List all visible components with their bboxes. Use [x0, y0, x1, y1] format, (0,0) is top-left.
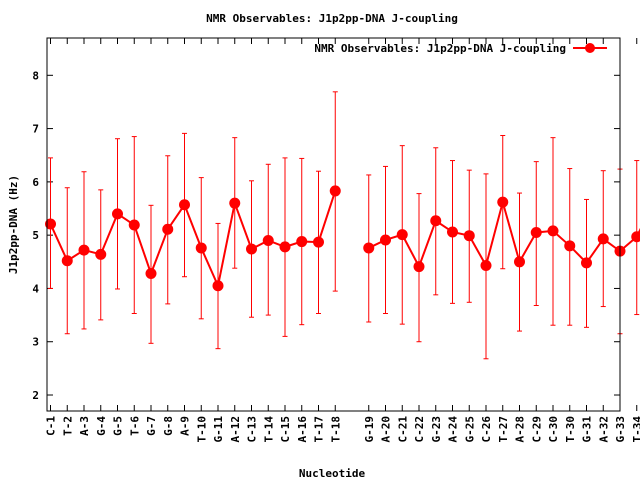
x-tick-label: C-29 [530, 416, 543, 443]
x-tick-label: A-3 [78, 416, 91, 436]
x-tick-label: T-10 [195, 416, 208, 443]
data-point [78, 244, 90, 256]
data-point [430, 215, 442, 227]
x-tick-label: A-20 [380, 416, 393, 443]
x-tick-label: G-25 [463, 416, 476, 443]
data-point [313, 236, 324, 248]
y-tick-label: 6 [32, 176, 39, 189]
data-point [480, 260, 492, 272]
data-point [246, 243, 257, 255]
x-tick-label: A-28 [514, 416, 527, 443]
data-point [195, 242, 207, 254]
x-tick-label: A-9 [179, 416, 192, 436]
data-point [564, 240, 576, 252]
data-point [514, 256, 525, 268]
data-point [112, 208, 123, 220]
x-tick-label: G-4 [95, 416, 108, 436]
x-tick-labels: C-1 T-2 A-3 G-4 G-5 T-6 G-7 G-8 A-9 T-10 G-11 A-12 C… [45, 416, 640, 443]
x-tick-label: T-18 [329, 416, 342, 443]
data-point [547, 225, 559, 237]
y-tick-label: 2 [32, 389, 39, 402]
x-tick-label: T-27 [497, 416, 510, 443]
data-point [262, 234, 274, 246]
data-point [179, 199, 190, 211]
data-point [363, 242, 375, 254]
x-tick-label: A-32 [597, 416, 610, 443]
x-tick-label: A-12 [229, 416, 242, 443]
plot-frame [46, 37, 621, 412]
x-tick-label: G-31 [581, 416, 594, 443]
data-point [212, 280, 224, 292]
data-point [447, 226, 458, 238]
x-tick-label: G-11 [212, 416, 225, 443]
data-point [162, 223, 174, 235]
legend: NMR Observables: J1p2pp-DNA J-coupling [314, 42, 607, 55]
x-tick-label: G-19 [363, 416, 376, 443]
x-axis-label: Nucleotide [299, 467, 366, 480]
x-tick-label: A-24 [447, 416, 460, 443]
data-point [581, 257, 592, 269]
x-tick-label: T-6 [128, 416, 141, 436]
x-tick-label: G-23 [430, 416, 443, 443]
data-point [296, 236, 308, 248]
x-tick-label: C-26 [480, 416, 493, 443]
y-tick-label: 3 [32, 336, 39, 349]
data-point [128, 219, 140, 231]
data-point [95, 248, 107, 260]
data-point [145, 268, 157, 280]
data-point [45, 218, 56, 230]
series-lines [49, 190, 640, 290]
x-tick-label: T-30 [564, 416, 577, 443]
y-tick-label: 8 [32, 69, 39, 82]
data-points [45, 185, 640, 292]
data-point [61, 255, 73, 267]
data-point [380, 234, 391, 246]
x-tick-label: C-1 [45, 416, 58, 436]
chart-title: NMR Observables: J1p2pp-DNA J-coupling [206, 12, 458, 25]
data-point [229, 197, 241, 209]
data-point [597, 233, 609, 245]
x-tick-label: C-21 [396, 416, 409, 443]
x-tick-label: C-13 [246, 416, 259, 443]
legend-marker-swatch [585, 43, 595, 53]
data-point [631, 231, 640, 243]
x-tick-label: G-5 [112, 416, 125, 436]
legend-label: NMR Observables: J1p2pp-DNA J-coupling [314, 42, 566, 55]
x-tick-label: T-2 [61, 416, 74, 436]
data-point [530, 226, 542, 238]
y-tick-label: 5 [32, 229, 39, 242]
y-axis-label: J1p2pp-DNA (Hz) [7, 175, 20, 274]
data-point [413, 261, 425, 273]
series-line-strand-2 [368, 198, 640, 270]
y-tick-label: 4 [32, 282, 39, 295]
data-point [279, 241, 291, 253]
x-tick-label: G-7 [145, 416, 158, 436]
data-point [497, 196, 509, 208]
x-tick-label: G-33 [614, 416, 627, 443]
x-tick-label: C-22 [413, 416, 426, 443]
x-tick-label: C-30 [547, 416, 560, 443]
data-point [329, 185, 341, 197]
data-point [463, 230, 475, 242]
x-tick-label: T-14 [262, 416, 275, 443]
x-tick-label: A-16 [296, 416, 309, 443]
y-tick-label: 7 [32, 123, 39, 136]
data-point [396, 229, 408, 241]
x-tick-label: G-8 [162, 416, 175, 436]
x-tick-label: T-17 [313, 416, 326, 443]
series-line-strand-1 [49, 190, 337, 290]
tick-marks [47, 38, 638, 411]
x-tick-label: T-34 [631, 416, 640, 443]
y-tick-labels: 2 3 4 5 6 7 8 [32, 69, 39, 402]
x-tick-label: C-15 [279, 416, 292, 443]
